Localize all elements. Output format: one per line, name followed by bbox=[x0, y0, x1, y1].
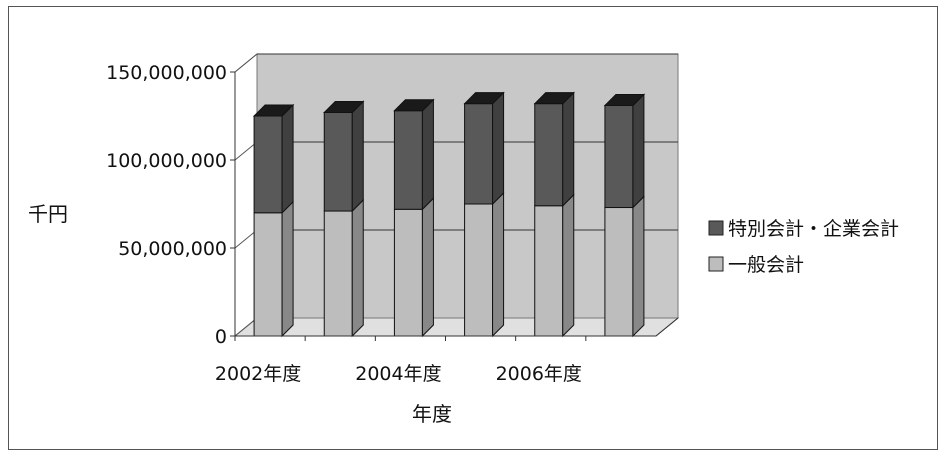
bar-general bbox=[464, 203, 494, 337]
x-axis-title: 年度 bbox=[412, 402, 452, 426]
x-axis-ticks: 2002年度 2004年度 2006年度 bbox=[215, 317, 679, 385]
legend-label-general: 一般会計 bbox=[728, 254, 804, 276]
legend-swatch-special bbox=[708, 220, 724, 236]
y-axis-title: 千円 bbox=[28, 202, 68, 226]
bar-general bbox=[253, 212, 283, 337]
bar-special bbox=[323, 111, 353, 212]
y-tick-label: 50,000,000 bbox=[118, 238, 227, 260]
bar-special bbox=[604, 104, 634, 209]
bar-special-side bbox=[632, 93, 645, 209]
bar-special-side bbox=[562, 91, 575, 207]
y-axis-ticks: 0 50,000,000 100,000,000 150,000,000 bbox=[106, 62, 236, 348]
bar-general bbox=[323, 210, 353, 337]
bar-general-side bbox=[492, 191, 505, 338]
bar-special bbox=[393, 110, 423, 210]
bar-general-side bbox=[562, 193, 575, 338]
bar-general bbox=[604, 207, 634, 337]
bar-top bbox=[603, 93, 646, 106]
bar-special-side bbox=[492, 91, 505, 206]
bar-special bbox=[534, 103, 564, 207]
gridline-diag bbox=[234, 229, 258, 249]
gridline-diag bbox=[234, 317, 258, 337]
y-tick-label: 150,000,000 bbox=[106, 62, 227, 84]
bar-general bbox=[534, 205, 564, 337]
bar-top bbox=[323, 100, 365, 113]
bar-general-side bbox=[281, 200, 294, 338]
bar-general-side bbox=[351, 198, 364, 338]
bar-top bbox=[252, 104, 295, 117]
bar-special-side bbox=[421, 98, 434, 211]
y-tick-label: 0 bbox=[215, 326, 227, 348]
bar-general bbox=[393, 208, 423, 337]
legend: 特別会計・企業会計 一般会計 bbox=[708, 218, 899, 276]
legend-swatch-general bbox=[708, 256, 724, 272]
gridline-diag bbox=[234, 53, 258, 73]
gridline-diag bbox=[234, 141, 258, 161]
bar-special bbox=[464, 103, 494, 205]
bar-special-side bbox=[281, 103, 294, 215]
x-tick-label: 2002年度 bbox=[215, 363, 301, 385]
legend-label-special: 特別会計・企業会計 bbox=[728, 218, 899, 240]
bar-special-side bbox=[351, 100, 364, 213]
bar-top bbox=[533, 92, 575, 105]
x-tick-label: 2006年度 bbox=[496, 363, 582, 385]
x-tick-label: 2004年度 bbox=[355, 363, 441, 385]
y-tick-label: 100,000,000 bbox=[106, 150, 227, 172]
bar-top bbox=[393, 99, 435, 112]
bar-general-side bbox=[421, 197, 434, 338]
bar-special bbox=[253, 115, 283, 214]
bar-general-side bbox=[632, 195, 645, 338]
bar-top bbox=[463, 92, 505, 105]
bars bbox=[252, 91, 646, 338]
x-axis-depth-line bbox=[655, 317, 679, 337]
